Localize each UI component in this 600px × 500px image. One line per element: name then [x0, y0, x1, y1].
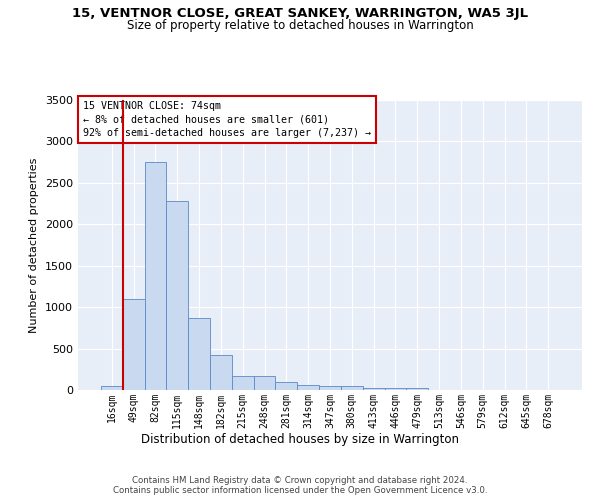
Bar — [210, 355, 232, 390]
Text: Distribution of detached houses by size in Warrington: Distribution of detached houses by size … — [141, 432, 459, 446]
Text: Size of property relative to detached houses in Warrington: Size of property relative to detached ho… — [127, 19, 473, 32]
Bar — [275, 382, 297, 390]
Bar — [341, 386, 363, 390]
Text: Contains public sector information licensed under the Open Government Licence v3: Contains public sector information licen… — [113, 486, 487, 495]
Bar — [297, 384, 319, 390]
Bar — [232, 376, 254, 390]
Text: 15 VENTNOR CLOSE: 74sqm
← 8% of detached houses are smaller (601)
92% of semi-de: 15 VENTNOR CLOSE: 74sqm ← 8% of detached… — [83, 102, 371, 138]
Bar — [145, 162, 166, 390]
Bar — [385, 388, 406, 390]
Text: Contains HM Land Registry data © Crown copyright and database right 2024.: Contains HM Land Registry data © Crown c… — [132, 476, 468, 485]
Bar — [101, 386, 123, 390]
Bar — [123, 299, 145, 390]
Bar — [406, 388, 428, 390]
Bar — [166, 201, 188, 390]
Y-axis label: Number of detached properties: Number of detached properties — [29, 158, 40, 332]
Bar — [319, 386, 341, 390]
Bar — [254, 376, 275, 390]
Text: 15, VENTNOR CLOSE, GREAT SANKEY, WARRINGTON, WA5 3JL: 15, VENTNOR CLOSE, GREAT SANKEY, WARRING… — [72, 8, 528, 20]
Bar — [363, 388, 385, 390]
Bar — [188, 318, 210, 390]
